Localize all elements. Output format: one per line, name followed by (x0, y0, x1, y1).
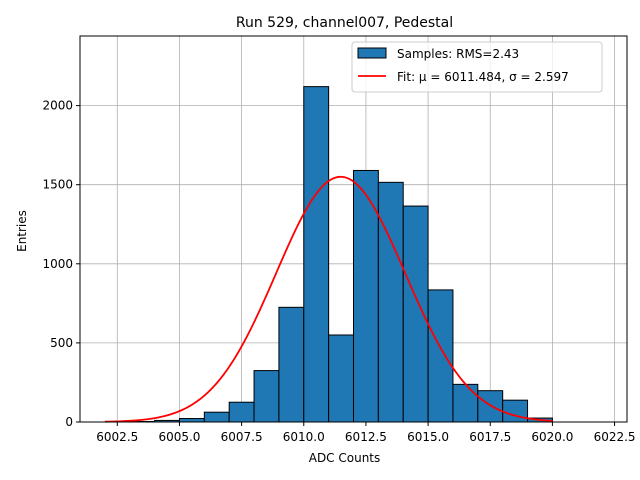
y-tick-label: 1500 (42, 178, 73, 192)
x-tick-label: 6017.5 (469, 430, 511, 444)
x-tick-label: 6005.0 (158, 430, 200, 444)
y-tick-label: 500 (50, 336, 73, 350)
fit-curve-group (104, 175, 553, 423)
histogram-bar (502, 399, 529, 423)
histogram-bar (203, 411, 230, 423)
fit-curve (104, 175, 553, 423)
histogram-bar (178, 418, 205, 423)
x-axis-ticks: 6002.5 6005.0 6007.5 6010.0 6012.5 6015.0 6017… (96, 422, 636, 444)
histogram-bar (253, 370, 280, 423)
x-tick-label: 6022.5 (594, 430, 636, 444)
plot-frame (79, 35, 628, 423)
x-tick-label: 6007.5 (221, 430, 263, 444)
chart-title: Run 529, channel007, Pedestal (236, 15, 453, 31)
legend-box (351, 41, 603, 93)
histogram-bar (328, 334, 354, 423)
legend-label-fit: Fit: μ = 6011.484, σ = 2.597 (397, 70, 569, 84)
legend-swatch-samples (357, 47, 387, 59)
histogram-bar (377, 181, 404, 423)
histogram-bar (303, 86, 330, 423)
x-tick-label: 6010.0 (283, 430, 325, 444)
legend-label-samples: Samples: RMS=2.43 (397, 47, 519, 61)
y-tick-label: 0 (65, 415, 73, 429)
x-tick-label: 6015.0 (407, 430, 449, 444)
x-tick-label: 6020.0 (531, 430, 573, 444)
histogram-bar (278, 306, 305, 423)
x-tick-label: 6012.5 (345, 430, 387, 444)
legend: Samples: RMS=2.43 Fit: μ = 6011.484, σ =… (351, 41, 603, 93)
histogram-bar (477, 390, 504, 423)
y-tick-label: 2000 (42, 99, 73, 113)
histogram-bar (228, 401, 255, 423)
histogram-bar (427, 289, 454, 423)
y-axis-ticks: 0 500 1000 1500 2000 (42, 99, 80, 429)
x-tick-label: 6002.5 (96, 430, 138, 444)
histogram-bar (452, 383, 479, 423)
y-tick-label: 1000 (42, 257, 73, 271)
y-axis-label: Entries (15, 210, 29, 252)
histogram-bars (129, 86, 553, 423)
x-axis-label: ADC Counts (309, 451, 381, 465)
